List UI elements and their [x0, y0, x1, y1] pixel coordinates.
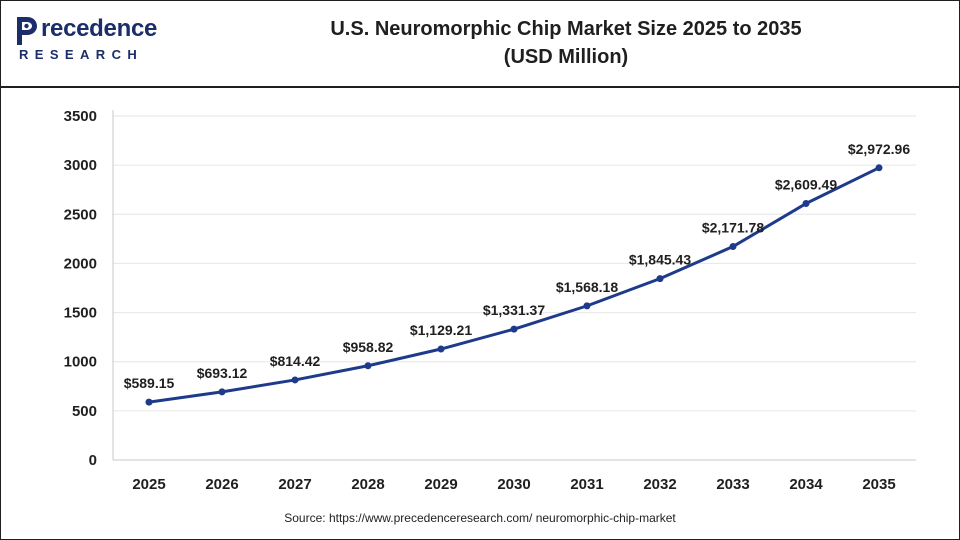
data-label: $1,331.37 [483, 302, 545, 318]
data-point [218, 388, 226, 396]
x-tick-label: 2025 [132, 476, 165, 493]
x-tick-label: 2028 [351, 476, 384, 493]
data-point [364, 362, 372, 370]
x-tick-label: 2034 [789, 476, 823, 493]
y-tick-label: 0 [89, 452, 97, 469]
data-point [583, 302, 591, 310]
x-tick-label: 2032 [643, 476, 676, 493]
data-label: $1,568.18 [556, 279, 618, 295]
source-note: Source: https://www.precedenceresearch.c… [284, 511, 676, 525]
x-tick-label: 2030 [497, 476, 530, 493]
y-tick-label: 1500 [64, 305, 97, 322]
logo-p-icon [17, 17, 37, 45]
x-tick-label: 2031 [570, 476, 603, 493]
data-label: $2,609.49 [775, 177, 837, 193]
logo-wordmark: recedence [41, 15, 158, 42]
line-chart: 0 500 1000 1500 2000 2500 3000 3500 2025 2026 2027… [64, 108, 916, 493]
data-label: $589.15 [124, 375, 175, 391]
header: recedence RESEARCH U.S. Neuromorphic Chi… [1, 1, 959, 88]
x-tick-label: 2026 [205, 476, 238, 493]
data-label: $1,129.21 [410, 322, 472, 338]
y-tick-label: 500 [72, 403, 97, 420]
data-label: $693.12 [197, 365, 248, 381]
data-point [291, 376, 299, 384]
data-point [656, 275, 664, 283]
data-point [145, 398, 153, 406]
x-tick-label: 2029 [424, 476, 457, 493]
data-point [510, 325, 518, 333]
y-tick-label: 2500 [64, 206, 97, 223]
data-label: $814.42 [270, 353, 321, 369]
logo: recedence RESEARCH [13, 13, 173, 73]
x-tick-label: 2035 [862, 476, 895, 493]
data-label: $2,972.96 [848, 141, 910, 157]
data-point [875, 164, 883, 172]
y-tick-label: 1000 [64, 354, 97, 371]
logo-subtitle: RESEARCH [19, 47, 144, 62]
x-tick-label: 2033 [716, 476, 749, 493]
data-point [437, 345, 445, 353]
data-point [802, 200, 810, 208]
chart-title-line2: (USD Million) [503, 46, 629, 68]
x-tick-label: 2027 [278, 476, 311, 493]
y-tick-label: 3500 [64, 108, 97, 125]
chart-title: U.S. Neuromorphic Chip Market Size 2025 … [251, 15, 881, 71]
y-tick-label: 3000 [64, 157, 97, 174]
chart-title-line1: U.S. Neuromorphic Chip Market Size 2025 … [330, 18, 802, 40]
data-point [729, 243, 737, 251]
data-label: $958.82 [343, 339, 394, 355]
series-line [148, 166, 880, 404]
data-label: $1,845.43 [629, 252, 691, 268]
y-tick-label: 2000 [64, 255, 97, 272]
data-label: $2,171.78 [702, 220, 764, 236]
